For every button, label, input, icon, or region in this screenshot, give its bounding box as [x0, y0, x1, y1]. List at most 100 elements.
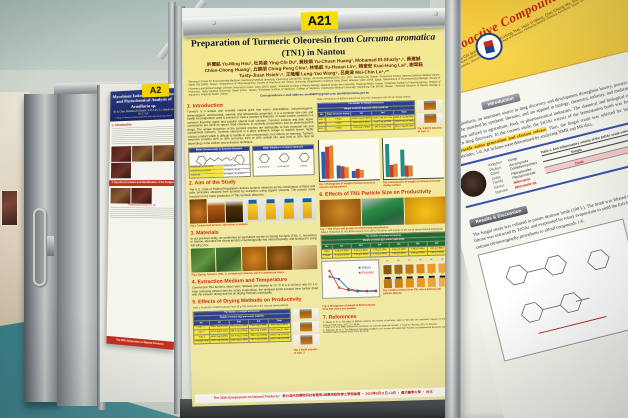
board-label-a2: A2	[141, 83, 170, 98]
extract-bottle-photo	[404, 261, 415, 274]
main-poster: Preparation of Turmeric Oleoresin from C…	[181, 27, 455, 407]
table-1: The number of multiple extractions Weight…	[193, 308, 292, 358]
table-cell: Powder	[321, 253, 333, 259]
figure-8-line-chart: ■ Slices ■ Powder Fig. 8 Histograms of we…	[321, 259, 381, 313]
main-poster-left-column: 1. Introduction Turmeric is a unique and…	[187, 98, 320, 359]
extraction-text: Commercial TN1 turmeric slices were refl…	[191, 282, 319, 297]
wall-picture	[1, 190, 18, 226]
extract-bottle-photo	[415, 275, 427, 288]
bar-expt3	[344, 166, 349, 178]
figure-2-photos	[190, 245, 318, 273]
bar-group: 3rd	[351, 168, 364, 180]
extract-bottle-photo	[393, 276, 405, 288]
bar-group-label: 1st	[390, 176, 394, 179]
photo-dark-jar	[225, 198, 244, 223]
figure-5-bar-chart: 1st 2nd 3rd Fig. 5 Histograms of weight of…	[317, 138, 380, 190]
extract-bottle-photo	[382, 276, 394, 288]
table-cell: 1.54 g (1.54%)	[351, 252, 371, 258]
bar-expt3	[408, 165, 413, 177]
table-cell: 6.13 g (6.13%)	[332, 253, 352, 259]
reference-list: 1. Zhang, D. et al. The effect of differ…	[323, 318, 449, 334]
bar-group: 2nd	[336, 165, 349, 181]
fungus-photo	[110, 162, 132, 179]
data-table: The number of multiple extractions Weight…	[321, 231, 448, 259]
line-chart-slices-powder: ■ Slices■ Powder	[321, 259, 381, 300]
extract-bottle-grid: 1st 2nd 3rd 4th 5th 6th 1st 2nd 3rd 4th 5th 6th	[382, 258, 448, 288]
photo-bottle-blue-cap	[298, 196, 317, 221]
bar-group: 2nd	[400, 149, 413, 178]
extract-jar-photo	[292, 307, 319, 321]
bar-chart-vacuum: 1st 2nd 3rd	[317, 138, 380, 182]
bar-group-label: 2nd	[405, 176, 409, 179]
compound-structure-drawing	[505, 249, 610, 334]
bar-expt1	[384, 143, 390, 177]
extract-jar-photo	[416, 99, 444, 113]
fungus-colony-photo	[461, 168, 490, 200]
title-species-italic: Curcuma aromatica	[356, 32, 436, 45]
bar-expt3	[393, 163, 398, 177]
data-table: The number of multiple extractions Weight…	[193, 308, 292, 345]
photo-bottle-blue-cap	[280, 196, 298, 222]
table-cell: 248.0 mg (2.48%)	[229, 338, 250, 344]
extract-bottle-photo	[393, 262, 404, 274]
extract-bottle-photo	[426, 261, 437, 273]
table-cell: 161.2 mg (1.61%)	[249, 337, 269, 343]
table-cell: 0.36 g (0.36%)	[408, 251, 428, 257]
bar-expt3	[360, 169, 364, 178]
photo-bottle-blue-cap	[262, 197, 280, 222]
volatiles-box: Major Volatiles in Turmeric Oleoresin ar…	[251, 144, 315, 177]
bar-group: 1st	[321, 145, 334, 181]
left-poster-photo-grid-2	[110, 187, 175, 204]
data-marker	[338, 287, 341, 290]
left-poster: Mycobiont Isolation, Identification and …	[106, 87, 179, 350]
photo-commercial-slices	[292, 245, 318, 271]
table-cell: 642.9 mg (6.43%)	[209, 338, 230, 345]
table-cell: 0.39 g (0.39%)	[389, 251, 409, 257]
figure-6-bar-chart: 1st 2nd Fig. 6 Histograms of weight of ex…	[381, 136, 444, 188]
data-marker	[337, 278, 340, 281]
table-cell: 0.79 g (0.79%)	[370, 252, 390, 258]
fungus-photo	[153, 145, 175, 162]
photo-oleoresin-bottle	[207, 198, 226, 224]
partition-panel-face	[57, 86, 101, 406]
data-marker	[328, 276, 331, 279]
figure-9-caption: Fig. 9 EtOH extracts from TN1 slices (ab…	[383, 287, 441, 295]
extract-bottle-photo	[382, 262, 393, 274]
photo-bottle-blue-cap	[243, 197, 262, 223]
frame-post-right	[445, 0, 462, 418]
screw	[434, 12, 438, 16]
line-series-Slices	[329, 276, 377, 292]
bar-expt1	[400, 149, 405, 177]
culture-photo	[110, 187, 131, 204]
table-cell: 762.8 mg (7.63%)	[350, 125, 373, 131]
data-marker	[347, 289, 350, 292]
table-cell: 1410.2 mg (14.10%)	[393, 124, 416, 130]
curcuminoids-box: Major Curcuminoids in Turmeric Oleoresin…	[188, 146, 251, 179]
figure-4-photos: Fig. 4 EtOH extracts of expt. 3	[416, 99, 444, 134]
volatile-labels: ar-turmerone α-turmerone curlone	[257, 165, 308, 169]
data-table: The number of multiple extractions Weight…	[317, 100, 416, 132]
data-marker	[375, 290, 378, 293]
figure-9-photos: 1st 2nd 3rd 4th 5th 6th 1st 2nd 3rd 4th 5th 6th Fig…	[382, 258, 448, 311]
board-label-a21: A21	[300, 11, 339, 31]
extract-jar-photo	[292, 320, 320, 334]
screw	[212, 21, 216, 25]
bar-chart-hot-air: 1st 2nd	[381, 136, 444, 181]
photo-fresh-slices	[241, 246, 267, 272]
table-cell: Average value	[193, 339, 211, 345]
culture-photo	[131, 187, 152, 204]
bar-group-label: 1st	[326, 178, 330, 181]
data-marker	[328, 270, 331, 273]
fungus-photo	[131, 145, 153, 162]
extract-bottle-photo	[415, 261, 426, 273]
left-poster-text-block	[111, 126, 176, 146]
figure-3-photos: Fig. 3 EtOH extracts of expt. 1	[292, 307, 320, 356]
chemical-structure-boxes: Major Curcuminoids in Turmeric Oleoresin…	[188, 144, 315, 179]
photo-turmeric-field	[216, 247, 242, 273]
extract-bottle-photo	[404, 276, 416, 288]
table-cell: 647.4 mg (6.47%)	[372, 124, 394, 130]
extract-bottle-photo	[426, 275, 438, 287]
frame-vertical-brace	[168, 2, 176, 86]
table-cell: 1052.1 mg (10.52%)	[268, 337, 291, 343]
